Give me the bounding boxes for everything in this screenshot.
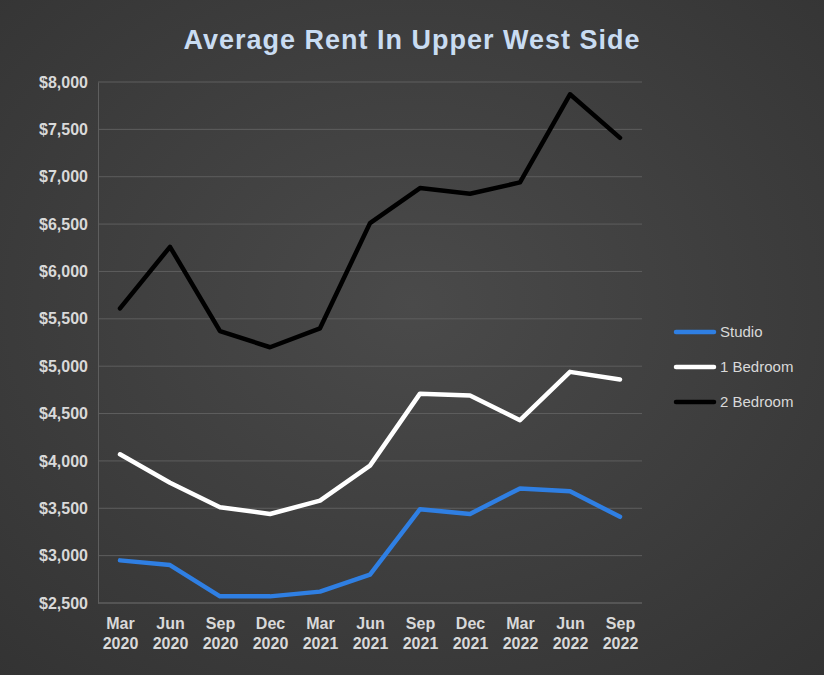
legend-label: Studio: [720, 323, 763, 340]
y-tick: $2,500: [39, 595, 98, 612]
y-tick-label: $5,000: [39, 358, 88, 375]
x-tick: Jun2020: [153, 603, 189, 652]
y-axis: $2,500 $3,000 $3,500 $4,000 $4,500 $5,000 $5,5…: [39, 74, 98, 612]
y-tick: $6,000: [39, 263, 98, 280]
legend-label: 2 Bedroom: [720, 393, 793, 410]
grid-line: [98, 318, 642, 319]
x-tick: Mar2020: [103, 603, 139, 652]
y-tick-label: $6,000: [39, 263, 88, 280]
y-tick: $5,000: [39, 358, 98, 375]
title: Average Rent In Upper West Side: [183, 25, 640, 55]
x-tick-label: Sep2022: [603, 615, 639, 652]
grid-line: [98, 555, 642, 556]
legend-swatch: [676, 400, 714, 405]
x-tick-label: Jun2020: [153, 615, 189, 652]
y-tick-label: $5,500: [39, 310, 88, 327]
grid-line: [98, 176, 642, 177]
y-tick: $7,000: [39, 168, 98, 185]
y-tick-label: $4,500: [39, 405, 88, 422]
chart: Average Rent In Upper West Side $2,500 $3,…: [0, 0, 824, 675]
x-tick: Dec2021: [453, 603, 489, 652]
x-tick-label: Mar2020: [103, 615, 139, 652]
y-tick: $5,500: [39, 310, 98, 327]
y-tick-label: $3,000: [39, 547, 88, 564]
x-axis: Mar2020 Jun2020 Sep2020 Dec2020 Mar2021 Jun20…: [98, 603, 642, 652]
x-tick: Mar2021: [303, 603, 339, 652]
x-tick-label: Dec2020: [253, 615, 289, 652]
legend-swatch: [676, 365, 714, 370]
x-tick: Jun2022: [553, 603, 589, 652]
x-tick: Sep2021: [403, 603, 439, 652]
background: [0, 0, 824, 675]
grid-line: [98, 82, 642, 83]
y-axis-line: [98, 83, 99, 604]
y-tick: $4,000: [39, 453, 98, 470]
grid-line: [98, 366, 642, 367]
x-tick-label: Dec2021: [453, 615, 489, 652]
grid-line: [98, 271, 642, 272]
y-tick-label: $7,000: [39, 168, 88, 185]
x-tick-label: Mar2021: [303, 615, 339, 652]
grid-line: [98, 508, 642, 509]
grid: [98, 82, 642, 603]
x-tick: Sep2020: [203, 603, 239, 652]
grid-line: [98, 413, 642, 414]
legend-label: 1 Bedroom: [720, 358, 793, 375]
y-tick-label: $6,500: [39, 216, 88, 233]
grid-line: [98, 460, 642, 461]
y-tick: $6,500: [39, 216, 98, 233]
x-tick: Sep2022: [603, 603, 639, 652]
y-tick-label: $4,000: [39, 453, 88, 470]
x-tick: Jun2021: [353, 603, 389, 652]
plot-area: [120, 94, 620, 596]
y-tick: $3,500: [39, 500, 98, 517]
y-tick-label: $2,500: [39, 595, 88, 612]
x-tick: Mar2022: [503, 603, 539, 652]
y-tick-label: $3,500: [39, 500, 88, 517]
x-tick-label: Sep2020: [203, 615, 239, 652]
grid-line: [98, 603, 642, 604]
x-tick-label: Sep2021: [403, 615, 439, 652]
y-tick: $8,000: [39, 74, 98, 91]
x-tick-label: Jun2021: [353, 615, 389, 652]
x-tick-label: Mar2022: [503, 615, 539, 652]
y-tick: $4,500: [39, 405, 98, 422]
legend: Studio 1 Bedroom 2 Bedroom: [676, 323, 793, 410]
legend-swatch: [676, 330, 714, 335]
x-tick: Dec2020: [253, 603, 289, 652]
series-line: [120, 488, 620, 596]
series-line: [120, 94, 620, 347]
x-axis-line: [98, 603, 642, 604]
series-line: [120, 372, 620, 514]
y-tick-label: $7,500: [39, 121, 88, 138]
y-tick: $3,000: [39, 547, 98, 564]
x-tick-label: Jun2022: [553, 615, 589, 652]
y-tick-label: $8,000: [39, 74, 88, 91]
grid-line: [98, 129, 642, 130]
y-tick: $7,500: [39, 121, 98, 138]
